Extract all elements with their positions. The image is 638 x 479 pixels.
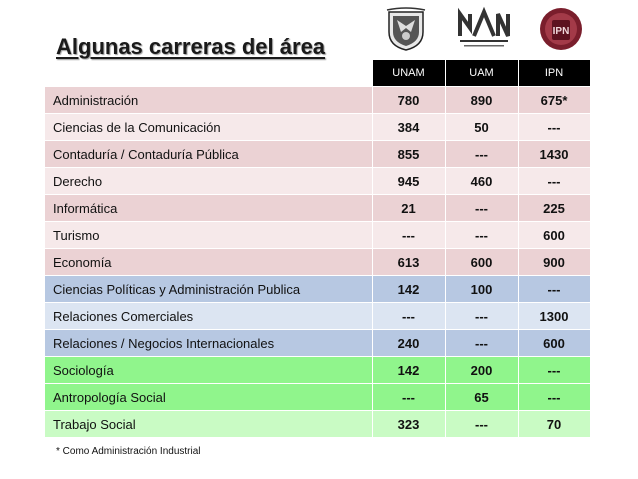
uam-value: --- [445, 302, 519, 330]
career-cell: Relaciones Comerciales [45, 302, 373, 330]
uam-value: 50 [445, 113, 519, 141]
uam-value: 460 [445, 167, 519, 195]
career-cell: Economía [45, 248, 373, 276]
unam-value: 323 [372, 410, 446, 438]
uam-value: --- [445, 410, 519, 438]
unam-shield-icon [386, 7, 426, 51]
table-row: Relaciones / Negocios Internacionales 240… [45, 329, 591, 357]
ipn-value: --- [518, 356, 591, 384]
unam-value: 780 [372, 86, 446, 114]
unam-value: 142 [372, 275, 446, 303]
careers-table: UNAM UAM IPN Administración 780 890 675* Cie… [45, 60, 591, 438]
table-row: Ciencias Políticas y Administración Publ… [45, 275, 591, 303]
ipn-value: 225 [518, 194, 591, 222]
career-cell: Trabajo Social [45, 410, 373, 438]
table-row: Administración 780 890 675* [45, 86, 591, 114]
uam-value: 890 [445, 86, 519, 114]
footnote: * Como Administración Industrial [56, 446, 201, 457]
unam-value: 855 [372, 140, 446, 168]
career-cell: Administración [45, 86, 373, 114]
unam-value: 613 [372, 248, 446, 276]
ipn-value: 70 [518, 410, 591, 438]
career-cell: Ciencias Políticas y Administración Publ… [45, 275, 373, 303]
ipn-value: 600 [518, 221, 591, 249]
unam-value: --- [372, 302, 446, 330]
ipn-seal-text: IPN [553, 26, 570, 37]
header-uam: UAM [445, 60, 519, 87]
uam-value: --- [445, 140, 519, 168]
ipn-value: 600 [518, 329, 591, 357]
header-ipn: IPN [518, 60, 591, 87]
uam-value: --- [445, 329, 519, 357]
uam-value: 65 [445, 383, 519, 411]
unam-value: 384 [372, 113, 446, 141]
table-row: Contaduría / Contaduría Pública 855 --- 143… [45, 140, 591, 168]
ipn-value: --- [518, 113, 591, 141]
ipn-value: 1300 [518, 302, 591, 330]
table-row: Ciencias de la Comunicación 384 50 --- [45, 113, 591, 141]
table-header-row: UNAM UAM IPN [45, 60, 591, 87]
ipn-logo: IPN [538, 6, 584, 52]
table-row: Derecho 945 460 --- [45, 167, 591, 195]
uam-value: 600 [445, 248, 519, 276]
ipn-value: --- [518, 167, 591, 195]
ipn-value: --- [518, 275, 591, 303]
unam-value: --- [372, 221, 446, 249]
career-cell: Derecho [45, 167, 373, 195]
table-row: Turismo --- --- 600 [45, 221, 591, 249]
header-blank [45, 60, 373, 87]
unam-value: 142 [372, 356, 446, 384]
table-row: Trabajo Social 323 --- 70 [45, 410, 591, 438]
career-cell: Antropología Social [45, 383, 373, 411]
uam-value: 200 [445, 356, 519, 384]
uam-value: --- [445, 221, 519, 249]
page-title: Algunas carreras del área [56, 34, 326, 59]
unam-value: 240 [372, 329, 446, 357]
ipn-value: --- [518, 383, 591, 411]
table-row: Sociología 142 200 --- [45, 356, 591, 384]
header-unam: UNAM [372, 60, 446, 87]
ipn-seal-icon: IPN [540, 8, 582, 50]
career-cell: Ciencias de la Comunicación [45, 113, 373, 141]
uam-icon [458, 6, 510, 47]
table-row: Antropología Social --- 65 --- [45, 383, 591, 411]
table-row: Informática 21 --- 225 [45, 194, 591, 222]
table-row: Relaciones Comerciales --- --- 1300 [45, 302, 591, 330]
uam-value: 100 [445, 275, 519, 303]
ipn-value: 900 [518, 248, 591, 276]
table-row: Economía 613 600 900 [45, 248, 591, 276]
career-cell: Informática [45, 194, 373, 222]
career-cell: Turismo [45, 221, 373, 249]
career-cell: Relaciones / Negocios Internacionales [45, 329, 373, 357]
ipn-value: 675* [518, 86, 591, 114]
unam-logo [383, 6, 429, 52]
career-cell: Contaduría / Contaduría Pública [45, 140, 373, 168]
unam-value: 945 [372, 167, 446, 195]
career-cell: Sociología [45, 356, 373, 384]
uam-logo [456, 6, 512, 52]
unam-value: --- [372, 383, 446, 411]
uam-value: --- [445, 194, 519, 222]
ipn-value: 1430 [518, 140, 591, 168]
unam-value: 21 [372, 194, 446, 222]
